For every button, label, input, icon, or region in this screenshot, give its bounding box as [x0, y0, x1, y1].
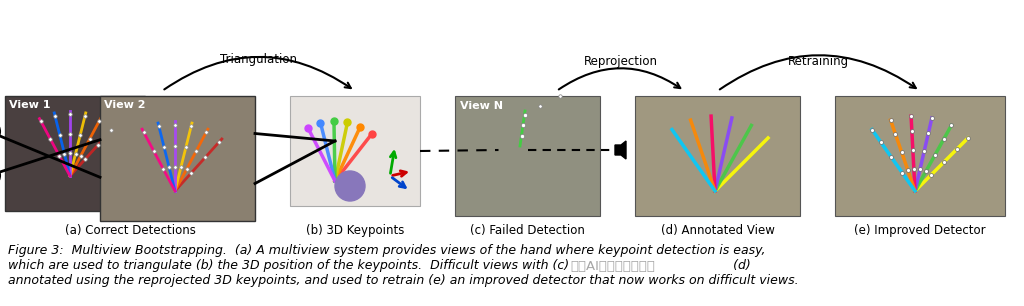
Polygon shape — [615, 141, 626, 159]
Bar — [635, 96, 800, 216]
Bar — [100, 96, 255, 221]
Text: which are used to triangulate (b) the 3D position of the keypoints.  Difficult v: which are used to triangulate (b) the 3D… — [8, 259, 751, 272]
Text: (e) Improved Detector: (e) Improved Detector — [854, 224, 986, 237]
Text: 以爱AI学算法，加油！: 以爱AI学算法，加油！ — [570, 260, 655, 273]
Circle shape — [335, 171, 365, 201]
Text: Retraining: Retraining — [788, 55, 849, 68]
Text: View 2: View 2 — [104, 100, 145, 110]
Text: (a) Correct Detections: (a) Correct Detections — [65, 224, 196, 237]
Text: Triangulation: Triangulation — [220, 53, 297, 66]
Text: Reprojection: Reprojection — [584, 55, 657, 68]
Text: Figure 3:  Multiview Bootstrapping.  (a) A multiview system provides views of th: Figure 3: Multiview Bootstrapping. (a) A… — [8, 244, 766, 257]
Bar — [455, 96, 600, 216]
Text: View N: View N — [460, 101, 503, 111]
Bar — [835, 96, 1005, 216]
Text: (d) Annotated View: (d) Annotated View — [660, 224, 774, 237]
Text: View 1: View 1 — [9, 100, 50, 110]
Text: (c) Failed Detection: (c) Failed Detection — [470, 224, 585, 237]
Bar — [290, 96, 420, 206]
Text: annotated using the reprojected 3D keypoints, and used to retrain (e) an improve: annotated using the reprojected 3D keypo… — [8, 274, 799, 287]
Text: (b) 3D Keypoints: (b) 3D Keypoints — [306, 224, 404, 237]
Bar — [5, 96, 145, 211]
